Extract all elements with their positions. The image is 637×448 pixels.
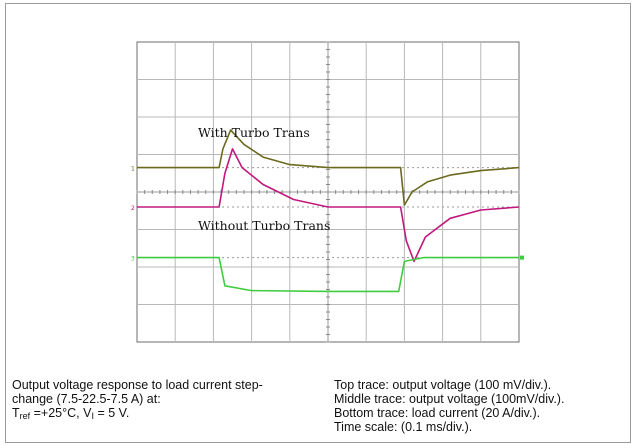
annotation-with-turbo-trans: With Turbo Trans	[198, 125, 310, 140]
trace-channel-1	[137, 129, 520, 206]
channel-marker-1: 1	[131, 166, 135, 173]
scope-grid	[136, 41, 520, 343]
channel-marker-2: 2	[131, 205, 135, 212]
voltage-value: = 5 V.	[93, 406, 130, 420]
caption-bottom-trace: Bottom trace: load current (20 A/div.).	[334, 406, 541, 420]
trace-channel-2	[137, 148, 520, 263]
caption-right: Top trace: output voltage (100 mV/div.).…	[334, 378, 630, 434]
caption-top-trace: Top trace: output voltage (100 mV/div.).	[334, 378, 552, 392]
caption-left-line-2: change (7.5-22.5-7.5 A) at:	[12, 392, 161, 406]
channel-marker-3: 3	[131, 256, 135, 263]
caption-left: Output voltage response to load current …	[12, 378, 330, 423]
scope-traces	[137, 129, 520, 293]
t-symbol: T	[12, 406, 20, 420]
condition-text: =+25°C, V	[30, 406, 92, 420]
caption-left-line-1: Output voltage response to load current …	[12, 378, 263, 392]
channel-markers: 1 2 3	[131, 166, 524, 263]
trigger-marker	[520, 255, 524, 260]
figure-frame	[5, 3, 631, 443]
annotation-without-turbo-trans: Without Turbo Trans	[198, 218, 330, 233]
v-i-subscript: I	[91, 411, 94, 421]
caption-left-line-3: Tref =+25°C, VI = 5 V.	[12, 406, 330, 423]
t-ref-subscript: ref	[19, 411, 31, 421]
caption-time-scale: Time scale: (0.1 ms/div.).	[334, 420, 473, 434]
trace-channel-3	[137, 256, 519, 293]
caption-middle-trace: Middle trace: output voltage (100mV/div.…	[334, 392, 565, 406]
